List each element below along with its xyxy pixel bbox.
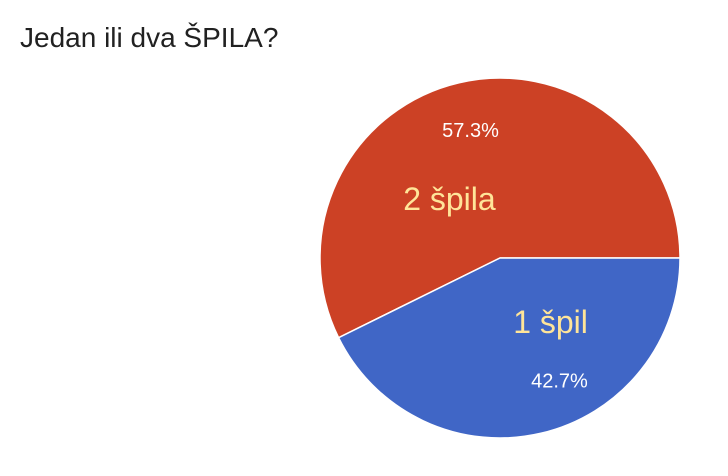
slice-percent-label: 42.7% xyxy=(531,370,588,392)
pie-slices xyxy=(319,77,681,439)
pie-slice[interactable] xyxy=(319,77,681,339)
chart-title: Jedan ili dva ŠPILA? xyxy=(20,22,279,53)
pie-slice[interactable] xyxy=(337,257,681,439)
slice-percent-label: 57.3% xyxy=(442,120,499,142)
slice-category-label: 2 špila xyxy=(403,181,496,217)
pie-labels: 2 špila 57.3% 1 špil 42.7% xyxy=(403,120,588,392)
slice-category-label: 1 špil xyxy=(513,304,588,340)
